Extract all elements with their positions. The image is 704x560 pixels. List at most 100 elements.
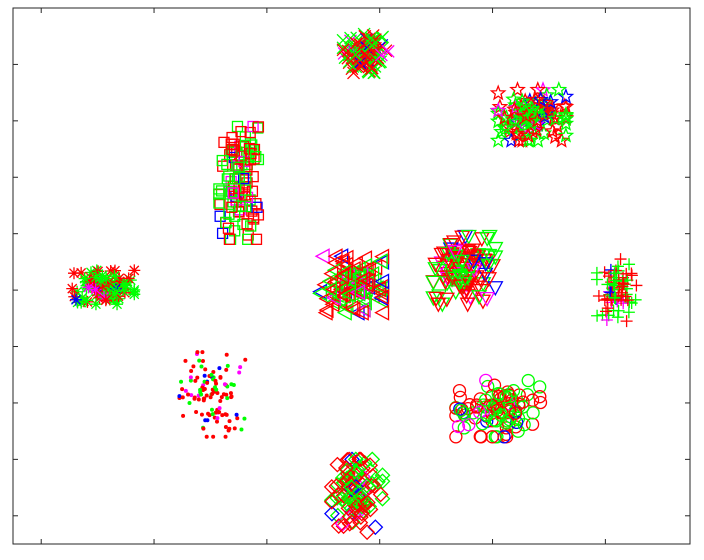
scatter-point xyxy=(474,430,488,444)
scatter-point xyxy=(481,229,498,245)
scatter-point xyxy=(591,309,604,322)
scatter-point xyxy=(189,368,194,373)
scatter-point xyxy=(487,378,502,392)
scatter-point xyxy=(630,279,643,292)
scatter-point xyxy=(225,363,230,368)
scatter-point xyxy=(322,281,338,298)
scatter-point xyxy=(188,375,193,380)
scatter-point xyxy=(350,284,366,301)
scatter-point xyxy=(100,272,113,285)
scatter-point xyxy=(200,350,205,355)
scatter-point xyxy=(183,388,188,393)
scatter-point xyxy=(227,419,232,424)
scatter-point xyxy=(318,290,334,307)
scatter-point xyxy=(245,220,257,232)
scatter-point xyxy=(117,285,130,298)
scatter-point xyxy=(337,264,353,282)
scatter-point xyxy=(108,270,121,283)
scatter-point xyxy=(353,304,369,321)
scatter-point xyxy=(525,393,540,407)
scatter-point xyxy=(425,275,442,291)
scatter-point xyxy=(364,451,381,468)
scatter-point xyxy=(204,393,209,398)
scatter-point xyxy=(312,285,328,302)
scatter-point xyxy=(217,366,222,371)
scatter-point xyxy=(215,185,228,197)
scatter-point xyxy=(204,434,209,439)
scatter-point xyxy=(528,121,545,137)
scatter-point xyxy=(345,301,361,318)
scatter-point xyxy=(372,253,388,270)
scatter-point xyxy=(85,272,98,285)
scatter-point xyxy=(428,291,445,307)
scatter-point xyxy=(461,258,478,274)
scatter-point xyxy=(451,275,468,291)
scatter-point xyxy=(78,272,91,285)
scatter-point xyxy=(93,291,106,304)
scatter-point xyxy=(517,418,531,432)
scatter-point xyxy=(609,274,622,287)
scatter-point xyxy=(194,409,199,414)
scatter-point xyxy=(469,400,484,414)
scatter-point xyxy=(209,372,214,377)
scatter-point xyxy=(217,410,222,415)
scatter-point xyxy=(518,107,535,124)
scatter-point xyxy=(187,400,192,405)
scatter-point xyxy=(347,255,363,272)
scatter-point xyxy=(349,36,363,50)
scatter-point xyxy=(76,291,89,304)
scatter-point xyxy=(189,393,194,398)
scatter-point xyxy=(223,434,228,439)
scatter-point xyxy=(193,378,198,383)
scatter-point xyxy=(458,289,475,305)
scatter-point xyxy=(217,406,222,411)
scatter-point xyxy=(617,278,630,291)
scatter-point xyxy=(250,150,262,163)
scatter-point xyxy=(238,365,243,370)
scatter-point xyxy=(451,279,468,295)
scatter-point xyxy=(341,508,358,525)
scatter-point xyxy=(475,417,490,431)
scatter-point xyxy=(231,383,236,388)
scatter-point xyxy=(113,272,126,285)
scatter-point xyxy=(453,402,467,416)
scatter-point xyxy=(213,410,218,415)
scatter-point xyxy=(374,273,390,290)
scatter-point xyxy=(532,90,549,107)
scatter-point xyxy=(353,489,369,505)
scatter-point xyxy=(517,103,535,120)
scatter-point xyxy=(214,387,219,392)
scatter-point xyxy=(218,399,223,404)
scatter-point xyxy=(202,373,207,378)
scatter-point xyxy=(336,43,350,57)
scatter-point xyxy=(528,111,546,128)
scatter-point xyxy=(487,281,504,297)
scatter-point xyxy=(374,288,390,306)
scatter-point xyxy=(78,295,91,308)
scatter-point xyxy=(557,109,575,126)
axes xyxy=(12,7,691,545)
scatter-point xyxy=(557,87,575,104)
scatter-point xyxy=(225,396,230,401)
scatter-point xyxy=(473,392,487,406)
scatter-point xyxy=(237,370,242,375)
scatter-point xyxy=(459,297,476,313)
scatter-point xyxy=(462,418,476,432)
scatter-point xyxy=(505,100,523,117)
scatter-point xyxy=(209,407,214,412)
scatter-point xyxy=(188,378,193,383)
scatter-point xyxy=(206,411,211,416)
scatter-point xyxy=(546,128,564,145)
scatter-point xyxy=(359,48,373,62)
scatter-point xyxy=(181,413,186,418)
scatter-point xyxy=(341,51,355,65)
scatter-point xyxy=(223,208,235,220)
scatter-point xyxy=(359,494,376,511)
scatter-point xyxy=(457,271,474,287)
scatter-point xyxy=(500,385,515,399)
scatter-point xyxy=(229,173,241,185)
scatter-point xyxy=(452,383,467,398)
scatter-point xyxy=(489,131,507,148)
scatter-point xyxy=(220,216,232,229)
scatter-point xyxy=(466,249,483,265)
